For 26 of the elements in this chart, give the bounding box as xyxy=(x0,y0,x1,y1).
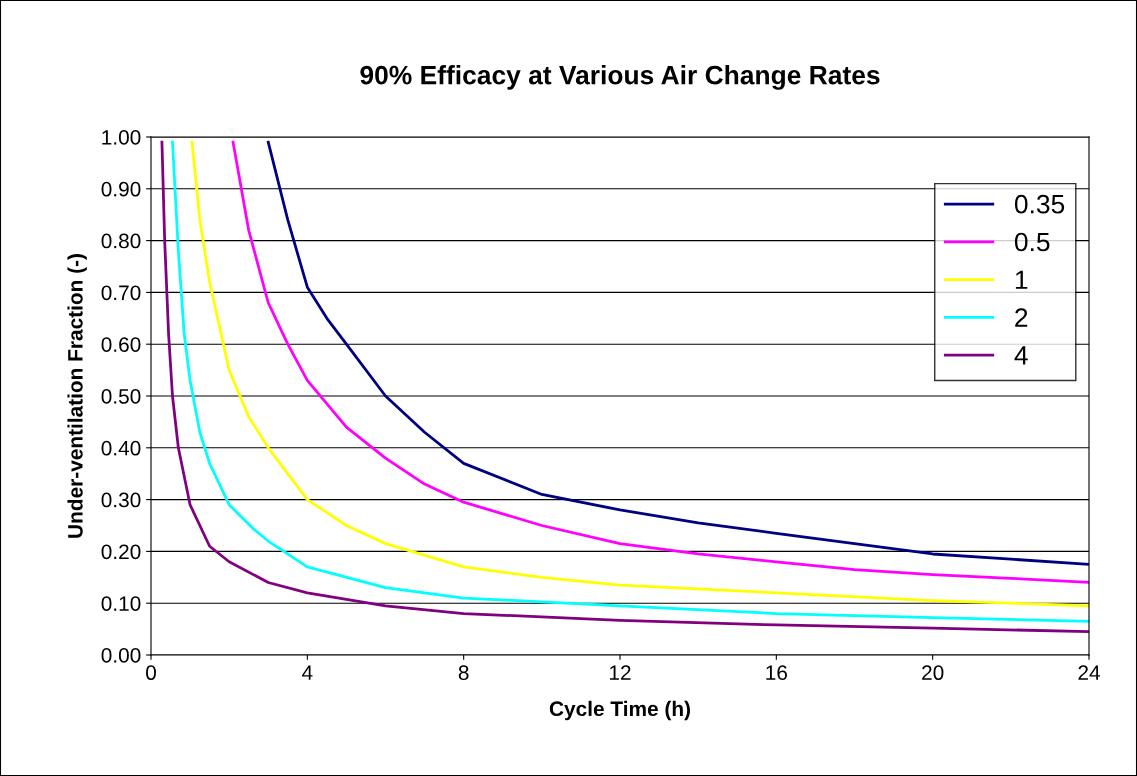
x-tick-label: 4 xyxy=(302,665,313,680)
legend-label: 0.5 xyxy=(1014,232,1050,252)
legend-label: 4 xyxy=(1014,346,1028,365)
y-tick-label: 0.40 xyxy=(101,440,141,456)
chart-title: 90% Efficacy at Various Air Change Rates xyxy=(360,65,880,90)
y-tick-label: 0.30 xyxy=(101,492,141,508)
legend-label: 1 xyxy=(1015,270,1028,289)
x-tick-label: 24 xyxy=(1078,665,1100,680)
x-tick-label: 20 xyxy=(922,665,944,681)
x-tick-label: 12 xyxy=(610,665,631,680)
legend-label: 2 xyxy=(1015,308,1028,327)
x-axis-title: Cycle Time (h) xyxy=(549,700,690,721)
y-tick-label: 0.90 xyxy=(101,181,141,197)
y-tick-label: 0.50 xyxy=(101,389,141,404)
legend-label: 0.35 xyxy=(1014,194,1065,214)
y-tick-label: 0.00 xyxy=(101,648,141,663)
x-tick-label: 8 xyxy=(458,665,469,681)
y-tick-label: 0.10 xyxy=(101,596,141,611)
y-tick-label: 0.70 xyxy=(101,285,141,301)
x-tick-label: 0 xyxy=(146,665,156,681)
x-tick-label: 16 xyxy=(766,665,788,681)
y-tick-label: 1.00 xyxy=(102,130,141,145)
y-tick-label: 0.60 xyxy=(101,337,141,352)
y-tick-label: 0.20 xyxy=(101,544,141,560)
y-axis-title: Under-ventilation Fraction (-) xyxy=(67,254,87,538)
y-tick-label: 0.80 xyxy=(101,233,141,249)
